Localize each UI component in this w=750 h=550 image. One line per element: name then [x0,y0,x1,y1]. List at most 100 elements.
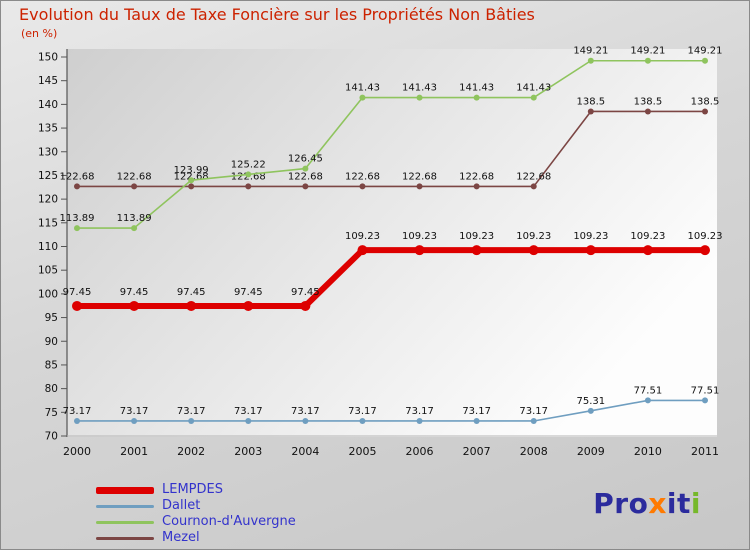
svg-text:141.43: 141.43 [459,83,494,94]
svg-text:75: 75 [45,407,58,419]
svg-text:73.17: 73.17 [519,406,548,417]
svg-text:113.89: 113.89 [60,213,95,224]
svg-text:77.51: 77.51 [634,385,663,396]
svg-text:120: 120 [38,194,58,206]
svg-text:2003: 2003 [234,445,262,458]
legend-item-lempdes: LEMPDES [96,483,296,497]
svg-text:130: 130 [38,146,58,158]
svg-text:109.23: 109.23 [459,231,494,242]
logo-part-3: it [666,487,691,520]
svg-text:2008: 2008 [520,445,548,458]
legend-swatch-dallet [96,504,154,508]
svg-text:109.23: 109.23 [345,231,380,242]
svg-text:73.17: 73.17 [348,406,377,417]
svg-text:141.43: 141.43 [402,83,437,94]
svg-text:2007: 2007 [463,445,491,458]
chart-legend: LEMPDES Dallet Cournon-d'Auvergne Mezel [96,483,296,545]
chart-subtitle: (en %) [21,27,58,40]
svg-text:2006: 2006 [406,445,434,458]
svg-text:73.17: 73.17 [63,406,92,417]
svg-text:122.68: 122.68 [288,171,323,182]
svg-text:122.68: 122.68 [117,171,152,182]
legend-item-cournon: Cournon-d'Auvergne [96,515,296,529]
legend-item-mezel: Mezel [96,531,296,545]
proxiti-logo: Proxiti [593,487,701,520]
svg-text:122.68: 122.68 [60,171,95,182]
y-axis-ticks: 70 75 80 85 90 95 100 105 110 115 120 125 130 135 140 1… [38,52,67,443]
legend-swatch-lempdes [96,486,154,494]
svg-text:97.45: 97.45 [177,287,206,298]
svg-text:141.43: 141.43 [516,83,551,94]
svg-text:113.89: 113.89 [117,213,152,224]
svg-text:138.5: 138.5 [634,96,663,107]
series-Dallet: 73.17 73.17 73.17 73.17 73.17 73.17 73.17 73.17… [63,385,720,424]
svg-text:115: 115 [38,217,58,229]
svg-text:109.23: 109.23 [630,231,665,242]
svg-text:2010: 2010 [634,445,662,458]
svg-text:149.21: 149.21 [688,46,723,57]
svg-text:73.17: 73.17 [405,406,434,417]
svg-text:109.23: 109.23 [516,231,551,242]
legend-item-dallet: Dallet [96,499,296,513]
legend-label-cournon: Cournon-d'Auvergne [162,514,296,529]
svg-text:2000: 2000 [63,445,91,458]
logo-part-2: x [648,487,667,520]
svg-text:138.5: 138.5 [691,96,720,107]
svg-text:75.31: 75.31 [576,396,605,407]
svg-text:122.68: 122.68 [459,171,494,182]
svg-text:2004: 2004 [291,445,319,458]
legend-label-mezel: Mezel [162,530,200,545]
svg-text:2005: 2005 [348,445,376,458]
x-axis-labels: 2000 2001 2002 2003 2004 2005 2006 2007 2008 2009… [63,445,719,458]
svg-text:73.17: 73.17 [462,406,491,417]
svg-text:2002: 2002 [177,445,205,458]
svg-text:125.22: 125.22 [231,159,266,170]
svg-text:122.68: 122.68 [402,171,437,182]
series-Cournon-d'Auvergne: 113.89 113.89 123.99 125.22 126.45 141.43 141.… [60,46,723,232]
chart-title: Evolution du Taux de Taxe Foncière sur l… [19,5,535,24]
svg-text:105: 105 [38,265,58,277]
svg-text:97.45: 97.45 [120,287,149,298]
svg-text:140: 140 [38,99,58,111]
logo-part-1: Pro [593,487,649,520]
svg-text:110: 110 [38,241,58,253]
svg-text:97.45: 97.45 [291,287,320,298]
svg-text:95: 95 [45,312,58,324]
svg-text:109.23: 109.23 [402,231,437,242]
svg-text:2001: 2001 [120,445,148,458]
legend-swatch-cournon [96,520,154,524]
svg-text:73.17: 73.17 [177,406,206,417]
svg-text:73.17: 73.17 [120,406,149,417]
svg-text:122.68: 122.68 [516,171,551,182]
svg-text:149.21: 149.21 [630,46,665,57]
svg-text:2009: 2009 [577,445,605,458]
svg-text:141.43: 141.43 [345,83,380,94]
svg-text:122.68: 122.68 [174,171,209,182]
svg-text:149.21: 149.21 [573,46,608,57]
svg-text:73.17: 73.17 [291,406,320,417]
svg-text:97.45: 97.45 [63,287,92,298]
svg-text:122.68: 122.68 [345,171,380,182]
svg-text:73.17: 73.17 [234,406,263,417]
svg-text:126.45: 126.45 [288,154,323,165]
legend-label-dallet: Dallet [162,498,201,513]
svg-text:145: 145 [38,75,58,87]
svg-text:70: 70 [45,431,58,443]
svg-text:123.99: 123.99 [174,165,209,176]
svg-text:150: 150 [38,52,58,64]
svg-text:97.45: 97.45 [234,287,263,298]
line-chart-canvas: 7075808590951001051101151201251301351401… [38,46,723,458]
svg-text:77.51: 77.51 [691,385,720,396]
svg-text:80: 80 [45,383,58,395]
svg-text:2011: 2011 [691,445,719,458]
svg-text:138.5: 138.5 [576,96,605,107]
svg-text:100: 100 [38,288,58,300]
svg-text:90: 90 [45,336,58,348]
svg-text:125: 125 [38,170,58,182]
svg-text:85: 85 [45,359,58,371]
series-LEMPDES: 97.45 97.45 97.45 97.45 97.45 109.23 109.23 109… [63,231,723,311]
legend-label-lempdes: LEMPDES [162,482,223,497]
svg-text:109.23: 109.23 [573,231,608,242]
logo-part-4: i [690,487,701,520]
